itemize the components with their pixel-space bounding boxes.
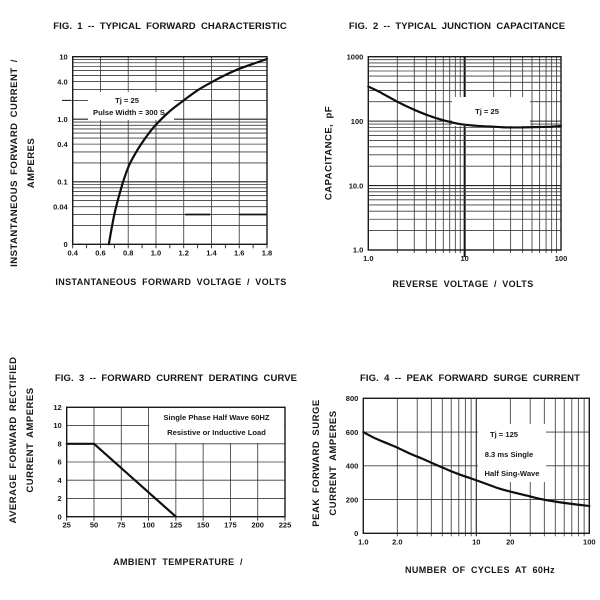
figure-2-title: FIG. 2 -- TYPICAL JUNCTION CAPACITANCE (348, 21, 566, 32)
x-tick-label: 10 (472, 537, 480, 546)
figure-4-title: FIG. 4 -- PEAK FORWARD SURGE CURRENT (359, 373, 581, 384)
y-tick-label: 4 (58, 476, 63, 485)
y-tick-label: 6 (58, 458, 62, 467)
figure-1-title: FIG. 1 -- TYPICAL FORWARD CHARACTERISTIC (53, 21, 287, 32)
x-tick-label: 1.8 (262, 248, 272, 257)
annotation-text: Tj = 25 (115, 96, 140, 105)
x-tick-label: 125 (170, 521, 183, 530)
y-tick-label: 0 (58, 512, 62, 521)
x-tick-label: 50 (90, 521, 98, 530)
y-tick-label: 200 (346, 495, 359, 504)
annotation-text: Tj = 125 (490, 430, 519, 439)
figure-4-y-axis-label: PEAK FORWARD SURGE CURRENT AMPERES (311, 399, 339, 527)
x-tick-label: 1.4 (206, 248, 217, 257)
figure-1-plot: 0.4 0.6 0.8 1.0 1.2 1.4 1.6 1.8 10 4.0 1.0 0.4 0.1 0.… (53, 52, 272, 257)
forward-characteristic-curve (107, 57, 269, 246)
x-tick-label: 100 (142, 521, 155, 530)
y-tick-label: 10.0 (349, 181, 364, 190)
figure-2-plot: 1.0 10 100 1000 100 10.0 1.0 Tj = 25 (347, 52, 568, 263)
y-tick-label: 10 (53, 421, 61, 430)
y-tick-label: 8 (58, 439, 62, 448)
x-tick-label: 200 (251, 521, 264, 530)
figure-3-title: FIG. 3 -- FORWARD CURRENT DERATING CURVE (54, 373, 298, 384)
annotation-backdrop (478, 424, 546, 482)
figure-1-y-axis-label: INSTANTANEOUS FORWARD CURRENT / AMPERES (9, 59, 37, 267)
y-tick-label: 12 (53, 403, 61, 412)
y-tick-label: 100 (351, 117, 364, 126)
x-tick-label: 2.0 (392, 537, 402, 546)
x-tick-label: 20 (506, 537, 514, 546)
plot-border (362, 397, 590, 535)
junction-capacitance-curve (367, 85, 563, 129)
annotation-text: 8.3 ms Single (485, 450, 534, 459)
y-tick-label: 1.0 (353, 246, 363, 255)
y-tick-label: 0.1 (57, 177, 67, 186)
x-tick-label: 25 (63, 521, 71, 530)
figure-2-y-axis-label: CAPACITANCE, pF (323, 105, 335, 201)
figure-2-x-axis-label: REVERSE VOLTAGE / VOLTS (392, 279, 534, 289)
annotation-text: Pulse Width = 300 S (93, 108, 165, 117)
y-tick-label: 400 (346, 462, 359, 471)
annotation-text: Tj = 25 (475, 107, 500, 116)
figure-1: 0.4 0.6 0.8 1.0 1.2 1.4 1.6 1.8 10 4.0 1.0 0.4 0.1 0.… (0, 0, 300, 300)
y-tick-label: 0.4 (57, 140, 68, 149)
x-tick-label: 1.2 (179, 248, 189, 257)
annotation-backdrop (88, 92, 174, 120)
figure-1-x-axis-label: INSTANTANEOUS FORWARD VOLTAGE / VOLTS (55, 277, 287, 287)
x-tick-label: 175 (224, 521, 237, 530)
x-tick-label: 1.6 (234, 248, 244, 257)
annotation-text: Single Phase Half Wave 60HZ (163, 413, 269, 422)
figure-3-plot: 25 50 75 100 125 150 175 200 225 12 10 8 6 4 2 0 Single … (53, 403, 292, 530)
y-tick-label: 2 (58, 494, 62, 503)
plot-border (71, 56, 268, 246)
y-tick-label: 4.0 (57, 77, 67, 86)
y-tick-label: 0 (354, 529, 358, 538)
y-tick-label: 600 (346, 428, 359, 437)
x-tick-label: 100 (555, 254, 568, 263)
y-tick-label: 1000 (347, 52, 364, 61)
figure-3-y-axis-label: AVERAGE FORWARD RECTIFIED CURRENT AMPERE… (8, 356, 36, 524)
figure-4-x-axis-label: NUMBER OF CYCLES AT 60Hz (404, 565, 556, 575)
surge-current-curve (362, 431, 591, 508)
figure-4-plot: 1.0 2.0 10 20 100 800 600 400 200 0 Tj = 125 8.3 ms… (346, 394, 596, 546)
figure-4: 1.0 2.0 10 20 100 800 600 400 200 0 Tj = 125 8.3 ms… (300, 300, 600, 600)
figure-3-x-axis-label: AMBIENT TEMPERATURE / (113, 557, 243, 567)
x-tick-label: 10 (460, 254, 468, 263)
derating-curve (65, 442, 177, 518)
plot-border (367, 56, 562, 251)
y-tick-label: 800 (346, 394, 359, 403)
y-tick-label: 0 (64, 240, 68, 249)
x-tick-label: 75 (117, 521, 125, 530)
y-tick-label: 1.0 (57, 115, 67, 124)
x-tick-label: 1.0 (363, 254, 373, 263)
x-tick-label: 0.8 (123, 248, 133, 257)
y-tick-label: 0.04 (53, 202, 68, 211)
x-tick-label: 100 (583, 537, 596, 546)
figure-2: 1.0 10 100 1000 100 10.0 1.0 Tj = 25 FIG. 2 -- … (300, 0, 600, 300)
y-tick-label: 10 (59, 52, 67, 61)
x-tick-label: 0.6 (95, 248, 105, 257)
annotation-text: Resistive or Inductive Load (167, 428, 266, 437)
annotation-backdrop (452, 97, 530, 126)
annotation-text: Half Sing-Wave (485, 469, 540, 478)
x-tick-label: 0.4 (67, 248, 78, 257)
figure-3: 25 50 75 100 125 150 175 200 225 12 10 8 6 4 2 0 Single … (0, 300, 300, 600)
annotation-backdrop (149, 408, 284, 443)
x-tick-label: 225 (279, 521, 292, 530)
x-tick-label: 150 (197, 521, 210, 530)
x-tick-label: 1.0 (151, 248, 161, 257)
x-tick-label: 1.0 (358, 537, 368, 546)
